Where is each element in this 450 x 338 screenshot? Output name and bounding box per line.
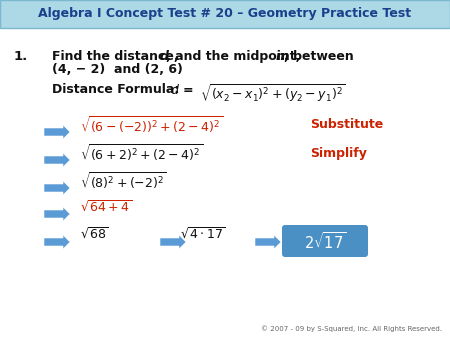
FancyArrow shape (44, 153, 70, 167)
FancyArrow shape (44, 207, 70, 221)
Text: $2\sqrt{17}$: $2\sqrt{17}$ (304, 231, 346, 251)
Text: $\sqrt{4 \cdot 17}$: $\sqrt{4 \cdot 17}$ (180, 226, 226, 242)
Text: Distance Formula:: Distance Formula: (52, 83, 180, 96)
Text: (4, − 2)  and (2, 6): (4, − 2) and (2, 6) (52, 63, 183, 76)
Text: Algebra I Concept Test # 20 – Geometry Practice Test: Algebra I Concept Test # 20 – Geometry P… (38, 7, 412, 21)
FancyArrow shape (44, 235, 70, 249)
Text: Simplify: Simplify (310, 146, 367, 160)
Text: d: d (160, 50, 169, 63)
Text: $\sqrt{(8)^2+(-2)^2}$: $\sqrt{(8)^2+(-2)^2}$ (80, 170, 167, 192)
Text: $d$ =: $d$ = (170, 83, 194, 97)
FancyArrow shape (255, 235, 281, 249)
Text: $\sqrt{(x_2 - x_1)^2 + (y_2 - y_1)^2}$: $\sqrt{(x_2 - x_1)^2 + (y_2 - y_1)^2}$ (200, 83, 346, 105)
FancyArrow shape (44, 181, 70, 195)
Text: © 2007 - 09 by S-Squared, Inc. All Rights Reserved.: © 2007 - 09 by S-Squared, Inc. All Right… (261, 325, 442, 332)
FancyArrow shape (160, 235, 186, 249)
FancyBboxPatch shape (282, 225, 368, 257)
Text: m: m (276, 50, 289, 63)
Text: $\sqrt{64+4}$: $\sqrt{64+4}$ (80, 199, 132, 215)
Text: 1.: 1. (14, 50, 28, 63)
Text: , and the midpoint,: , and the midpoint, (166, 50, 305, 63)
Text: $\sqrt{(6-(-2))^2+(2-4)^2}$: $\sqrt{(6-(-2))^2+(2-4)^2}$ (80, 114, 223, 136)
Text: $\sqrt{(6+2)^2+(2-4)^2}$: $\sqrt{(6+2)^2+(2-4)^2}$ (80, 142, 203, 164)
FancyBboxPatch shape (0, 0, 450, 28)
Text: Find the distance,: Find the distance, (52, 50, 183, 63)
Text: Substitute: Substitute (310, 119, 383, 131)
Text: , between: , between (284, 50, 354, 63)
Text: $\sqrt{68}$: $\sqrt{68}$ (80, 226, 109, 242)
FancyArrow shape (44, 125, 70, 139)
